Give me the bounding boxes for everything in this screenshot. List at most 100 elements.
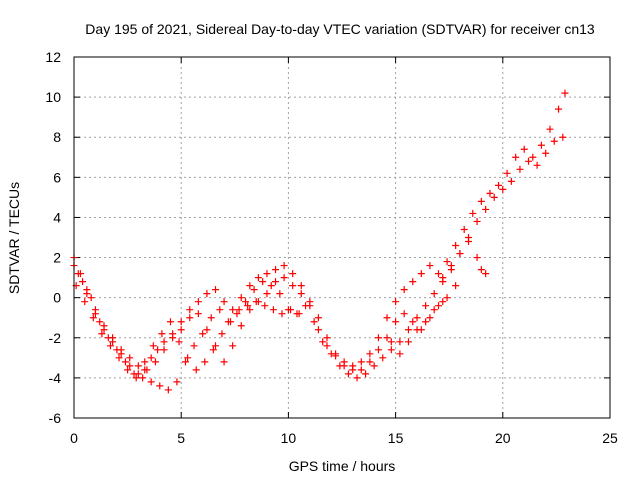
data-point <box>74 270 82 278</box>
data-point <box>561 89 569 97</box>
data-point <box>482 270 490 278</box>
data-point <box>81 298 89 306</box>
data-point <box>555 105 563 113</box>
x-tick-label: 5 <box>177 430 185 446</box>
data-point <box>422 302 430 310</box>
data-point <box>132 374 140 382</box>
data-point <box>220 358 228 366</box>
data-point <box>460 225 468 233</box>
data-point <box>490 193 498 201</box>
data-point <box>439 274 447 282</box>
data-point <box>203 326 211 334</box>
data-point <box>173 378 181 386</box>
data-point <box>507 177 515 185</box>
data-point <box>141 358 149 366</box>
data-point <box>156 382 164 390</box>
x-tick-label: 0 <box>70 430 78 446</box>
data-point <box>104 334 112 342</box>
data-point <box>302 302 310 310</box>
data-point <box>477 266 485 274</box>
data-point <box>261 302 269 310</box>
data-point <box>447 262 455 270</box>
data-point <box>199 330 207 338</box>
data-point <box>160 346 168 354</box>
data-point <box>289 282 297 290</box>
data-point <box>434 270 442 278</box>
y-tick-label: 2 <box>53 250 61 266</box>
data-point <box>477 197 485 205</box>
series-track-e <box>439 238 490 282</box>
data-point <box>287 306 295 314</box>
data-point <box>413 314 421 322</box>
data-point <box>533 161 541 169</box>
data-point <box>186 314 194 322</box>
data-point <box>250 286 258 294</box>
data-point <box>134 362 142 370</box>
data-point <box>130 370 138 378</box>
y-tick-label: 6 <box>53 169 61 185</box>
data-point <box>495 181 503 189</box>
data-point <box>516 165 524 173</box>
data-point <box>280 274 288 282</box>
data-point <box>512 153 520 161</box>
data-point <box>227 318 235 326</box>
data-point <box>233 310 241 318</box>
data-markers <box>70 89 569 394</box>
data-point <box>366 350 374 358</box>
data-point <box>297 290 305 298</box>
data-point <box>430 306 438 314</box>
data-point <box>207 314 215 322</box>
x-tick-label: 20 <box>495 430 511 446</box>
x-axis-label: GPS time / hours <box>289 458 396 474</box>
data-point <box>87 294 95 302</box>
data-point <box>149 342 157 350</box>
data-point <box>177 326 185 334</box>
data-point <box>212 342 220 350</box>
data-point <box>537 141 545 149</box>
grid <box>74 57 610 418</box>
data-point <box>246 282 254 290</box>
data-point <box>297 282 305 290</box>
data-point <box>184 354 192 362</box>
data-point <box>306 298 314 306</box>
data-point <box>323 334 331 342</box>
data-point <box>542 149 550 157</box>
data-point <box>79 278 87 286</box>
data-point <box>203 290 211 298</box>
data-point <box>229 342 237 350</box>
data-point <box>252 298 260 306</box>
data-point <box>220 298 228 306</box>
data-point <box>550 137 558 145</box>
data-point <box>340 362 348 370</box>
data-point <box>396 350 404 358</box>
data-point <box>244 302 252 310</box>
data-point <box>469 209 477 217</box>
data-point <box>212 286 220 294</box>
data-point <box>392 298 400 306</box>
data-point <box>387 338 395 346</box>
data-point <box>278 310 286 318</box>
data-point <box>164 386 172 394</box>
data-point <box>362 370 370 378</box>
data-point <box>456 250 464 258</box>
data-point <box>98 330 106 338</box>
data-point <box>263 290 271 298</box>
data-point <box>209 346 217 354</box>
data-point <box>237 294 245 302</box>
y-axis-label: SDTVAR / TECUs <box>6 182 22 294</box>
data-point <box>143 366 151 374</box>
data-point <box>139 374 147 382</box>
data-point <box>422 318 430 326</box>
data-point <box>160 338 168 346</box>
plot-frame <box>73 56 611 419</box>
data-point <box>154 346 162 354</box>
data-point <box>100 322 108 330</box>
data-point <box>263 270 271 278</box>
data-point <box>366 358 374 366</box>
data-point <box>387 346 395 354</box>
data-point <box>443 258 451 266</box>
y-tick-label: 8 <box>53 129 61 145</box>
data-point <box>147 378 155 386</box>
data-point <box>499 185 507 193</box>
data-point <box>409 318 417 326</box>
